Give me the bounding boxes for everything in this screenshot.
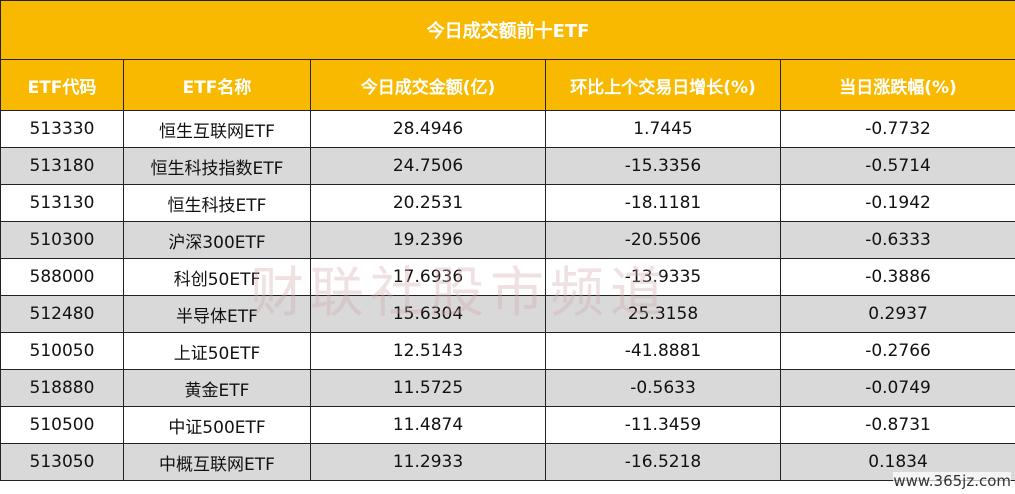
header-row: ETF代码 ETF名称 今日成交金额(亿) 环比上个交易日增长(%) 当日涨跌幅(%) <box>0 59 1015 111</box>
table-cell: 中证500ETF <box>123 406 311 444</box>
header-cell: 环比上个交易日增长(%) <box>545 59 781 111</box>
table-cell: -0.7732 <box>779 110 1015 148</box>
table-cell: 512480 <box>0 295 124 333</box>
header-cell: 今日成交金额(亿) <box>310 59 546 111</box>
table-cell: 510300 <box>0 221 124 259</box>
table-cell: 恒生互联网ETF <box>123 110 311 148</box>
table-cell: 1.7445 <box>545 110 781 148</box>
table-cell: 25.3158 <box>545 295 781 333</box>
table-body: 513330 恒生互联网ETF 28.4946 1.7445 -0.7732 513180… <box>0 110 1015 481</box>
table-row: 510500 中证500ETF 11.4874 -11.3459 -0.8731 <box>0 406 1015 444</box>
table-cell: 588000 <box>0 258 124 296</box>
table-cell: -0.8731 <box>779 406 1015 444</box>
table-cell: 28.4946 <box>310 110 546 148</box>
table-cell: 518880 <box>0 369 124 407</box>
table-cell: 0.2937 <box>779 295 1015 333</box>
table-cell: 0.1834 <box>779 443 1015 481</box>
table-cell: -11.3459 <box>545 406 781 444</box>
table-cell: -16.5218 <box>545 443 781 481</box>
title-row: 今日成交额前十ETF <box>0 0 1015 60</box>
table-cell: 恒生科技ETF <box>123 184 311 222</box>
table-cell: -0.1942 <box>779 184 1015 222</box>
table-cell: 510500 <box>0 406 124 444</box>
table-cell: 513130 <box>0 184 124 222</box>
header-cell: ETF代码 <box>0 59 124 111</box>
table-cell: 12.5143 <box>310 332 546 370</box>
header-cell: 当日涨跌幅(%) <box>779 59 1015 111</box>
table-row: 513330 恒生互联网ETF 28.4946 1.7445 -0.7732 <box>0 110 1015 148</box>
table-title: 今日成交额前十ETF <box>0 0 1015 60</box>
header-cell: ETF名称 <box>123 59 311 111</box>
table-cell: 恒生科技指数ETF <box>123 147 311 185</box>
table-cell: 20.2531 <box>310 184 546 222</box>
table-row: 513180 恒生科技指数ETF 24.7506 -15.3356 -0.5714 <box>0 147 1015 185</box>
table-cell: -18.1181 <box>545 184 781 222</box>
table-row: 513050 中概互联网ETF 11.2933 -16.5218 0.1834 <box>0 443 1015 481</box>
table-cell: -0.2766 <box>779 332 1015 370</box>
table-cell: -0.5714 <box>779 147 1015 185</box>
table-cell: 11.2933 <box>310 443 546 481</box>
table-row: 512480 半导体ETF 15.6304 25.3158 0.2937 <box>0 295 1015 333</box>
table-cell: 上证50ETF <box>123 332 311 370</box>
table-cell: -0.0749 <box>779 369 1015 407</box>
table-cell: 513050 <box>0 443 124 481</box>
table-cell: -41.8881 <box>545 332 781 370</box>
table-cell: -20.5506 <box>545 221 781 259</box>
table-cell: 513330 <box>0 110 124 148</box>
table-row: 510300 沪深300ETF 19.2396 -20.5506 -0.6333 <box>0 221 1015 259</box>
table-cell: -0.3886 <box>779 258 1015 296</box>
table-cell: -0.5633 <box>545 369 781 407</box>
table-row: 513130 恒生科技ETF 20.2531 -18.1181 -0.1942 <box>0 184 1015 222</box>
table-cell: 沪深300ETF <box>123 221 311 259</box>
table-row: 510050 上证50ETF 12.5143 -41.8881 -0.2766 <box>0 332 1015 370</box>
table-cell: 24.7506 <box>310 147 546 185</box>
table-cell: -13.9335 <box>545 258 781 296</box>
etf-table: 今日成交额前十ETF ETF代码 ETF名称 今日成交金额(亿) 环比上个交易日增长(… <box>0 0 1015 481</box>
table-cell: 黄金ETF <box>123 369 311 407</box>
table-cell: 513180 <box>0 147 124 185</box>
table-row: 518880 黄金ETF 11.5725 -0.5633 -0.0749 <box>0 369 1015 407</box>
table-cell: 科创50ETF <box>123 258 311 296</box>
table-row: 588000 科创50ETF 17.6936 -13.9335 -0.3886 <box>0 258 1015 296</box>
table-cell: 半导体ETF <box>123 295 311 333</box>
table-cell: 510050 <box>0 332 124 370</box>
table-cell: 中概互联网ETF <box>123 443 311 481</box>
table-cell: 11.4874 <box>310 406 546 444</box>
table-cell: -15.3356 <box>545 147 781 185</box>
table-cell: 11.5725 <box>310 369 546 407</box>
table-cell: 19.2396 <box>310 221 546 259</box>
table-cell: 17.6936 <box>310 258 546 296</box>
table-cell: 15.6304 <box>310 295 546 333</box>
table-cell: -0.6333 <box>779 221 1015 259</box>
